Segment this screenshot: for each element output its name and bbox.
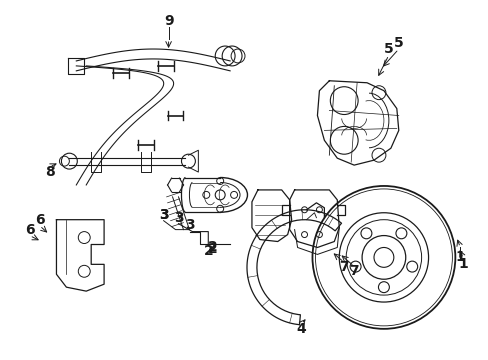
Text: 2: 2: [207, 240, 217, 255]
Circle shape: [406, 261, 417, 272]
Circle shape: [395, 228, 406, 239]
Text: 7: 7: [348, 264, 358, 278]
Text: 5: 5: [393, 36, 403, 50]
Text: 3: 3: [173, 211, 183, 225]
Text: 6: 6: [25, 222, 35, 237]
Text: 3: 3: [159, 208, 168, 222]
Text: 6: 6: [35, 213, 44, 227]
Circle shape: [378, 282, 388, 293]
Text: 2: 2: [203, 244, 213, 258]
Circle shape: [349, 261, 360, 272]
Text: 7: 7: [339, 260, 348, 274]
Circle shape: [373, 247, 393, 267]
Text: 3: 3: [159, 208, 168, 222]
Circle shape: [215, 190, 224, 200]
Text: 3: 3: [185, 218, 195, 231]
Text: 2: 2: [207, 242, 217, 256]
Text: 9: 9: [163, 14, 173, 28]
Text: 5: 5: [383, 42, 393, 56]
Text: 1: 1: [457, 257, 467, 271]
Circle shape: [360, 228, 371, 239]
Text: 8: 8: [44, 165, 54, 179]
Text: 1: 1: [454, 251, 464, 264]
Text: 4: 4: [296, 322, 306, 336]
